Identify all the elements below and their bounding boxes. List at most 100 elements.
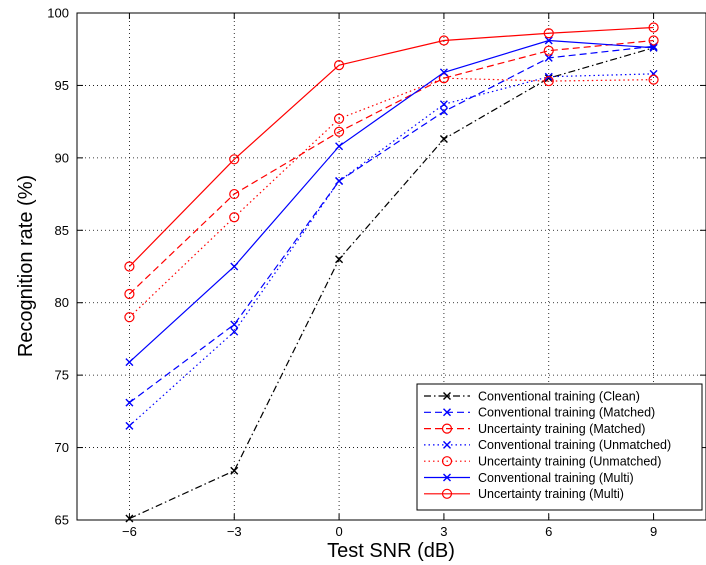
legend-box [416,383,703,511]
legend-entry: Uncertainty training (Matched) [424,422,645,436]
y-axis-label: Recognition rate (%) [15,175,37,357]
x-marker-stroke [335,177,344,186]
x-marker-stroke [230,466,239,475]
legend: Conventional training (Clean) Conventiona… [416,383,703,511]
data-point [124,261,135,272]
data-point [439,100,448,109]
data-point [230,466,239,475]
x-marker-stroke [439,100,448,109]
y-tick-label: 70 [55,440,69,455]
x-marker-stroke [230,320,239,329]
x-marker-stroke [125,358,134,367]
data-point [125,398,134,407]
data-point [335,142,344,151]
data-point [230,320,239,329]
x-marker-stroke [649,43,658,52]
series-2 [125,42,658,407]
series-3 [124,35,659,300]
legend-label: Conventional training (Multi) [478,471,634,485]
data-point [648,74,659,85]
series-5 [124,73,659,323]
x-marker-stroke [125,398,134,407]
legend-entry: Conventional training (Multi) [424,471,634,485]
x-tick-label: 3 [440,524,447,539]
data-point [544,36,553,45]
data-point [649,43,658,52]
series-line [129,39,654,295]
y-tick-label: 95 [55,78,69,93]
data-point [439,135,448,144]
x-tick-label: 9 [650,524,657,539]
legend-label: Uncertainty training (Matched) [478,422,645,436]
x-marker-stroke [230,327,239,336]
y-tick-label: 65 [55,513,69,528]
series-line [129,45,654,404]
data-point [333,126,345,137]
legend-marker [441,456,453,467]
data-point [230,327,239,336]
legend-marker [441,488,453,499]
data-point [543,75,554,87]
data-point [648,22,659,33]
data-point [438,73,450,84]
data-point [439,107,448,116]
data-point [125,514,134,523]
y-tick-label: 90 [55,150,69,165]
legend-marker [443,473,451,482]
data-point [543,45,554,56]
data-point [333,113,345,124]
axis-ticks: −6 −3 0 3 6 9 65 70 75 80 85 90 95 100 [47,6,706,539]
x-axis-label: Test SNR (dB) [327,540,455,562]
legend-entry: Conventional training (Matched) [424,406,655,420]
series-line [128,26,654,267]
data-point [335,255,344,264]
legend-label: Conventional training (Matched) [478,406,655,420]
data-point [124,288,135,300]
x-marker-stroke [443,473,451,482]
y-tick-label: 100 [47,6,69,21]
legend-label: Uncertainty training (Multi) [478,487,624,501]
x-marker-stroke [544,36,553,45]
data-point [333,60,345,71]
x-tick-label: 0 [335,524,342,539]
x-marker-stroke [544,74,553,83]
x-marker-stroke [443,440,451,449]
data-point [335,177,344,186]
legend-label: Conventional training (Clean) [478,389,640,403]
legend-label: Conventional training (Unmatched) [478,438,671,452]
y-tick-label: 80 [55,295,69,310]
x-marker-stroke [443,408,451,417]
legend-entry: Conventional training (Clean) [424,389,640,403]
data-point [125,358,134,367]
series-line [129,47,654,520]
legend-entry: Uncertainty training (Multi) [424,487,624,501]
legend-entry: Conventional training (Unmatched) [424,438,671,452]
data-point [544,74,553,83]
legend-marker [443,440,451,449]
x-tick-label: −3 [227,524,242,539]
x-marker-stroke [125,421,134,430]
data-point [124,312,135,323]
data-point [439,68,448,77]
x-marker-stroke [544,53,553,62]
series-6 [125,36,658,367]
x-marker-stroke [125,514,134,523]
legend-label: Uncertainty training (Unmatched) [478,455,661,469]
x-marker-stroke [439,107,448,116]
series-group [124,22,659,523]
x-marker-stroke [439,135,448,144]
series-line [129,39,654,363]
data-point [648,35,659,46]
data-point [125,421,134,430]
legend-entry: Uncertainty training (Unmatched) [424,455,661,469]
legend-marker [443,392,451,400]
x-marker-stroke [443,392,451,400]
series-line [129,77,654,318]
data-point [229,188,240,200]
x-tick-label: 6 [545,524,552,539]
legend-marker [443,408,451,417]
data-point [543,28,554,39]
data-point [438,35,450,46]
legend-marker [441,423,453,434]
